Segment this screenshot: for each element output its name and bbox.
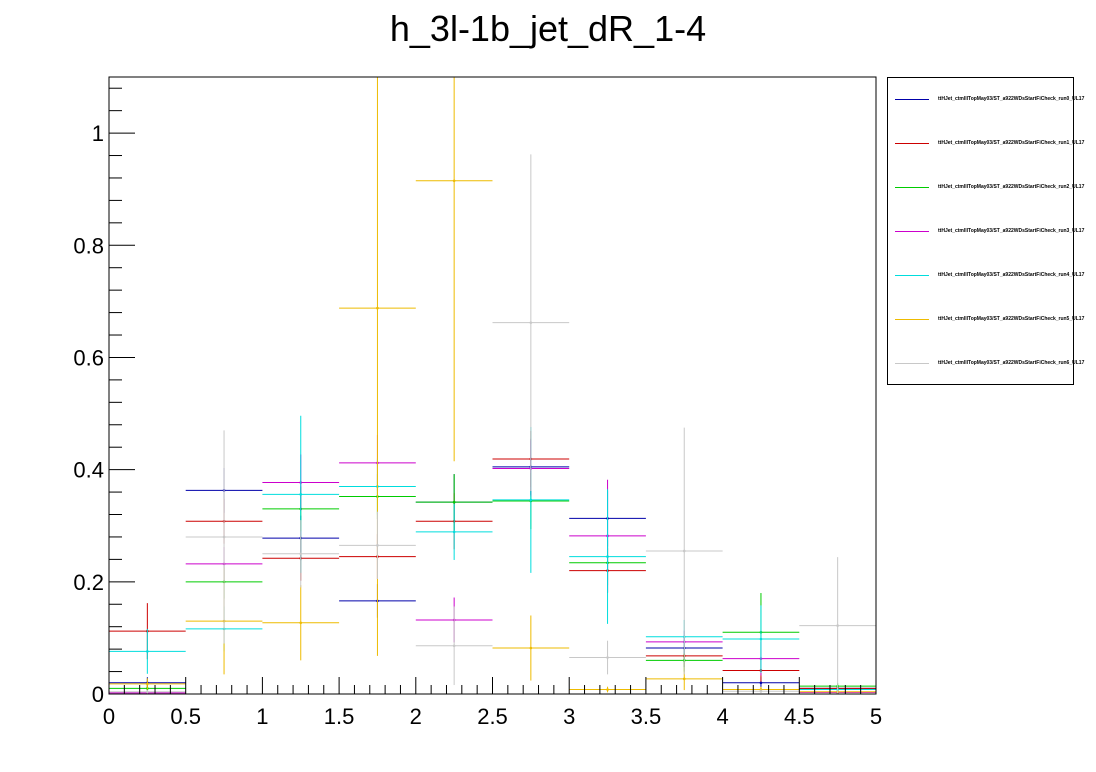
series-5-point-6 — [606, 688, 609, 691]
x-tick-label: 4.5 — [784, 704, 815, 729]
x-tick-label: 3.5 — [631, 704, 662, 729]
axes-layer: 0 0.5 1 1.5 2 2.5 3 3.5 4 4.5 5 0 0.2 0.4 0.6 0.8 1 — [73, 87, 882, 729]
legend-swatch — [895, 99, 929, 100]
legend-swatch — [895, 275, 929, 276]
series-6-point-5 — [529, 321, 533, 324]
chart-title: h_3l-1b_jet_dR_1-4 — [389, 8, 707, 49]
series-4-point-2 — [299, 493, 303, 496]
series-6-point-6 — [606, 656, 609, 659]
y-tick-label: 0.2 — [73, 570, 104, 595]
series-5-point-2 — [299, 621, 303, 625]
series-6 — [109, 154, 876, 694]
series-5-point-3 — [376, 306, 379, 310]
legend-entry-5: ttHJet_ctmlllTopMay03/ST_a922WDsStartFiC… — [892, 315, 1084, 325]
x-tick-label: 0.5 — [170, 704, 201, 729]
y-tick-label: 0 — [92, 682, 104, 707]
legend-label: ttHJet_ctmlllTopMay03/ST_a922WDsStartFiC… — [938, 140, 1085, 146]
series-0-point-8 — [759, 681, 763, 685]
legend-entry-6: ttHJet_ctmlllTopMay03/ST_a922WDsStartFiC… — [892, 359, 1084, 369]
x-tick-label: 3 — [563, 704, 575, 729]
x-tick-label: 1.5 — [324, 704, 355, 729]
y-tick-label: 0.6 — [73, 345, 104, 370]
legend-entry-2: ttHJet_ctmlllTopMay03/ST_a922WDsStartFiC… — [892, 183, 1084, 193]
legend-entry-3: ttHJet_ctmlllTopMay03/ST_a922WDsStartFiC… — [892, 227, 1084, 237]
legend-label: ttHJet_ctmlllTopMay03/ST_a922WDsStartFiC… — [938, 96, 1085, 102]
legend-label: ttHJet_ctmlllTopMay03/ST_a922WDsStartFiC… — [938, 228, 1085, 234]
series-6-point-1 — [222, 535, 226, 539]
series-5-point-7 — [682, 677, 686, 681]
series-4-point-6 — [606, 555, 609, 558]
series-6-point-7 — [682, 549, 686, 553]
series-4-point-5 — [529, 498, 533, 502]
legend-label: ttHJet_ctmlllTopMay03/ST_a922WDsStartFiC… — [938, 184, 1085, 190]
series-6-point-4 — [452, 644, 456, 648]
y-tick-label: 0.8 — [73, 233, 104, 258]
x-tick-label: 1 — [256, 704, 268, 729]
series-6-point-8 — [759, 689, 763, 693]
x-tick-label: 4 — [716, 704, 728, 729]
series-6-point-0 — [146, 690, 149, 694]
legend-swatch — [895, 187, 929, 188]
series-5-point-4 — [452, 179, 456, 183]
legend: ttHJet_ctmlllTopMay03/ST_a922WDsStartFiC… — [887, 77, 1084, 385]
legend-swatch — [895, 143, 929, 144]
series-6-point-9 — [836, 624, 839, 627]
series-4-point-4 — [452, 530, 456, 534]
y-tick-label: 1 — [92, 121, 104, 146]
legend-swatch — [895, 363, 929, 364]
legend-label: ttHJet_ctmlllTopMay03/ST_a922WDsStartFiC… — [938, 272, 1085, 278]
legend-label: ttHJet_ctmlllTopMay03/ST_a922WDsStartFiC… — [938, 316, 1085, 322]
legend-swatch — [895, 319, 929, 320]
legend-entry-1: ttHJet_ctmlllTopMay03/ST_a922WDsStartFiC… — [892, 139, 1084, 149]
series-layer — [109, 77, 876, 695]
series-4-point-0 — [146, 650, 149, 653]
legend-entry-0: ttHJet_ctmlllTopMay03/ST_a922WDsStartFiC… — [892, 95, 1084, 105]
legend-swatch — [895, 231, 929, 232]
series-2-point-4 — [452, 500, 456, 504]
x-tick-label: 2 — [410, 704, 422, 729]
legend-entry-4: ttHJet_ctmlllTopMay03/ST_a922WDsStartFiC… — [892, 271, 1084, 281]
series-6-point-3 — [376, 544, 379, 547]
x-tick-label: 5 — [870, 704, 882, 729]
y-tick-label: 0.4 — [73, 458, 104, 483]
series-4-point-8 — [759, 637, 763, 641]
x-tick-label: 0 — [103, 704, 115, 729]
series-5-point-5 — [529, 646, 533, 650]
x-tick-label: 2.5 — [477, 704, 508, 729]
series-6-point-2 — [299, 552, 303, 556]
legend-label: ttHJet_ctmlllTopMay03/ST_a922WDsStartFiC… — [938, 360, 1085, 366]
series-5-point-0 — [146, 682, 149, 686]
